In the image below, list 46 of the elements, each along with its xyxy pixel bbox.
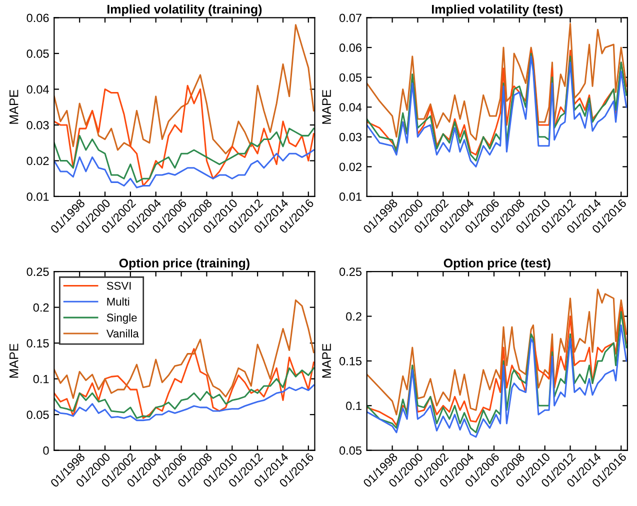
line-series <box>54 128 314 183</box>
chart-title: Option price (training) <box>119 258 250 270</box>
y-tick-label: 0.25 <box>339 268 362 276</box>
y-tick-label: 0.05 <box>339 73 362 82</box>
y-tick-label: 0.01 <box>26 192 49 201</box>
y-tick-label: 0.25 <box>26 268 49 276</box>
y-axis-title: MAPE <box>10 344 18 378</box>
chart-title: Implied volatility (training) <box>108 4 262 16</box>
line-series <box>54 84 314 187</box>
y-tick-label: 0.2 <box>346 312 362 321</box>
y-tick-label: 0 <box>43 446 49 455</box>
line-series <box>54 24 314 154</box>
y-tick-label: 0.01 <box>339 192 362 201</box>
y-tick-label: 0.06 <box>26 14 49 22</box>
y-axis-title: MAPE <box>322 90 331 124</box>
line-series <box>54 348 314 419</box>
y-tick-label: 0.03 <box>26 121 49 130</box>
chart-title: Implied volatility (test) <box>432 4 563 16</box>
line-series <box>54 299 314 399</box>
y-tick-label: 0.1 <box>33 374 49 384</box>
line-series <box>54 149 314 188</box>
y-tick-label: 0.2 <box>33 303 49 312</box>
line-series <box>366 288 628 416</box>
y-axis-title: MAPE <box>322 344 331 378</box>
line-series <box>54 367 314 419</box>
y-tick-label: 0.1 <box>346 402 362 410</box>
y-tick-label: 0.02 <box>339 162 362 172</box>
y-tick-label: 0.06 <box>339 44 362 52</box>
y-tick-label: 0.04 <box>26 85 49 94</box>
y-tick-label: 0.05 <box>26 50 49 58</box>
y-tick-label: 0.03 <box>339 132 362 142</box>
y-tick-label: 0.04 <box>339 103 362 112</box>
legend-label: SSVI <box>106 282 131 290</box>
y-tick-label: 0.05 <box>339 446 362 455</box>
y-axis-title: MAPE <box>10 90 18 124</box>
legend-label: Multi <box>107 297 130 306</box>
y-tick-label: 0.15 <box>26 339 49 348</box>
y-tick-label: 0.02 <box>26 156 49 166</box>
y-tick-label: 0.15 <box>339 356 362 366</box>
y-tick-label: 0.07 <box>339 14 362 22</box>
line-series <box>366 22 628 141</box>
line-series <box>54 384 314 422</box>
y-tick-label: 0.05 <box>26 410 49 419</box>
legend-label: Vanilla <box>106 329 139 338</box>
legend-label: Single <box>106 313 137 324</box>
chart-title: Option price (test) <box>444 258 550 270</box>
